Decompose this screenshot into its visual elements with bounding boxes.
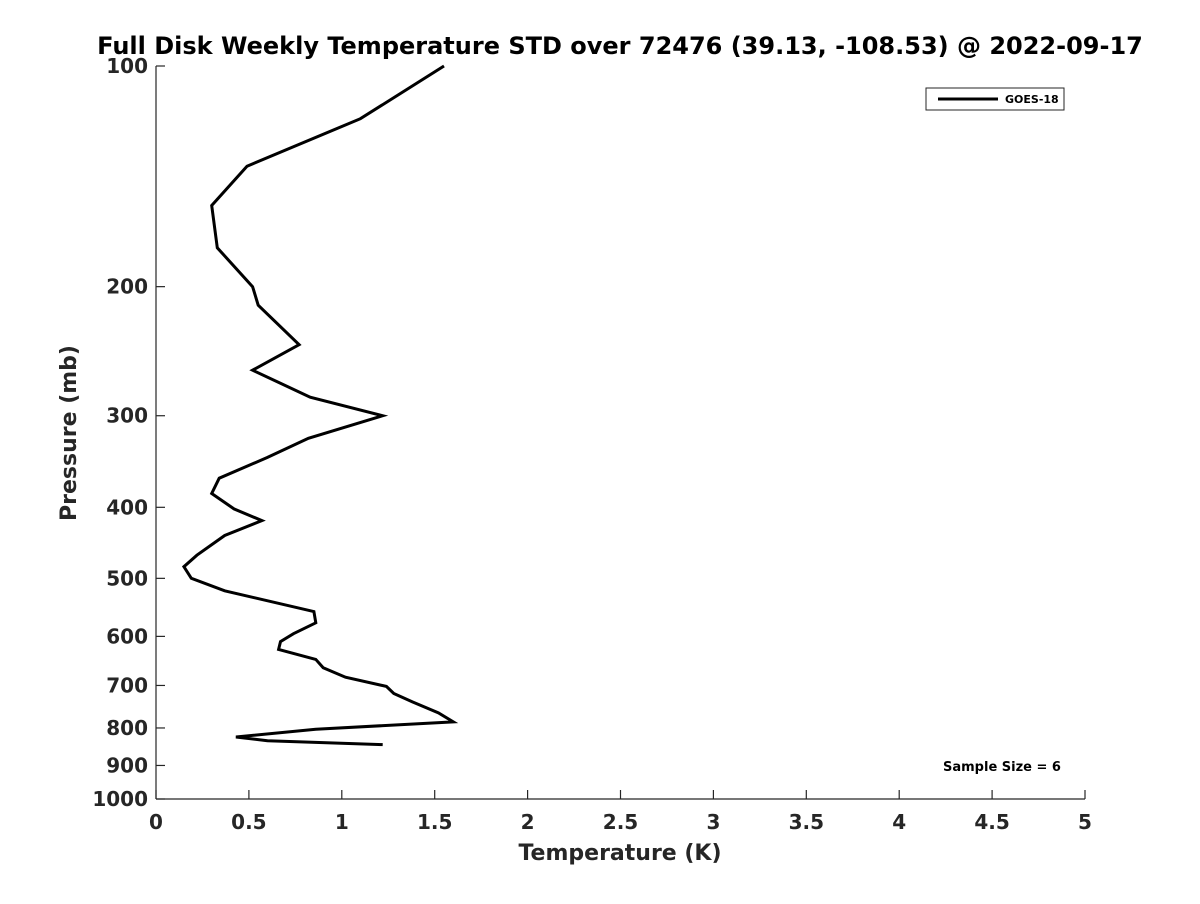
x-tick-label: 0.5: [231, 810, 266, 834]
y-tick-label: 100: [106, 54, 148, 78]
y-axis-label: Pressure (mb): [57, 345, 82, 521]
x-axis-label: Temperature (K): [518, 841, 721, 866]
y-tick-label: 700: [106, 673, 148, 697]
x-tick-label: 2: [521, 810, 535, 834]
y-tick-label: 800: [106, 716, 148, 740]
legend-label-goes-18: GOES-18: [1005, 93, 1059, 106]
y-tick-label: 200: [106, 275, 148, 299]
y-ticks: 100 200 300 400 500 600 700 800 900 1000: [92, 54, 165, 811]
y-tick-label: 600: [106, 624, 148, 648]
series-line-goes-18: [181, 64, 459, 747]
y-tick-label: 1000: [92, 787, 148, 811]
x-tick-label: 5: [1078, 810, 1092, 834]
y-tick-label: 900: [106, 753, 148, 777]
x-tick-label: 1.5: [417, 810, 452, 834]
x-tick-label: 2.5: [603, 810, 638, 834]
legend: GOES-18: [925, 87, 1065, 111]
chart-title: Full Disk Weekly Temperature STD over 72…: [97, 32, 1143, 60]
y-tick-label: 400: [106, 495, 148, 519]
y-tick-label: 300: [106, 404, 148, 428]
x-tick-label: 3.5: [789, 810, 824, 834]
axes: [155, 66, 1085, 800]
x-tick-label: 0: [149, 810, 163, 834]
y-tick-label: 500: [106, 566, 148, 590]
series-layer: [181, 64, 459, 747]
x-tick-label: 3: [706, 810, 720, 834]
x-tick-label: 4.5: [974, 810, 1009, 834]
x-tick-label: 1: [335, 810, 349, 834]
sample-size-annotation: Sample Size = 6: [943, 760, 1061, 775]
x-tick-label: 4: [892, 810, 906, 834]
x-ticks: 0 0.5 1 1.5 2 2.5 3 3.5 4 4.5 5: [149, 790, 1092, 834]
